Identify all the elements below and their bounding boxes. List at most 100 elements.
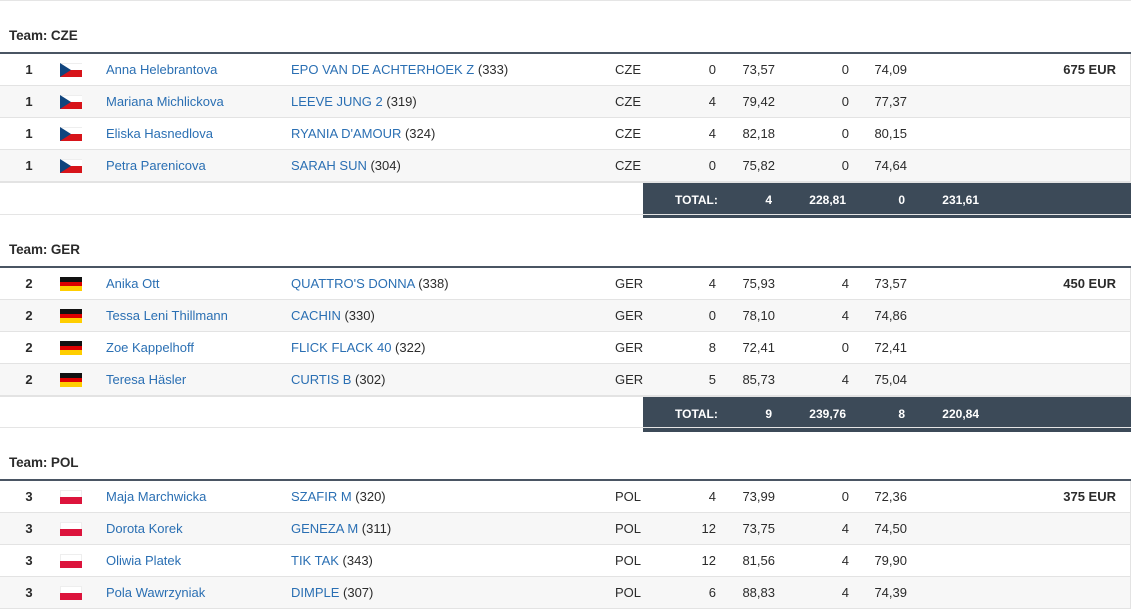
rider-link[interactable]: Oliwia Platek	[106, 553, 182, 568]
nation: POL	[615, 521, 642, 536]
rider-link[interactable]: Mariana Michlickova	[106, 94, 224, 109]
horse-link[interactable]: FLICK FLACK 40	[291, 340, 392, 355]
round1-penalties: 4	[708, 489, 716, 504]
rider-link[interactable]: Petra Parenicova	[106, 158, 206, 173]
horse-link[interactable]: LEEVE JUNG 2	[291, 94, 383, 109]
team-section-ger: Team: GER 2 Anika Ott QUATTRO'S DONNA (3…	[0, 214, 1131, 432]
round1-time: 78,10	[742, 308, 775, 323]
total-round2-penalties: 0	[898, 193, 905, 207]
total-round2-time: 220,84	[942, 407, 979, 421]
round2-time: 77,37	[874, 94, 907, 109]
nation: GER	[615, 308, 644, 323]
flag-poland-icon	[60, 522, 82, 536]
round2-time: 79,90	[874, 553, 907, 568]
rank: 3	[25, 553, 33, 568]
nation: GER	[615, 340, 644, 355]
total-round1-time: 228,81	[809, 193, 846, 207]
round2-penalties: 0	[841, 126, 849, 141]
rider-link[interactable]: Eliska Hasnedlova	[106, 126, 213, 141]
horse-number: (302)	[351, 372, 386, 387]
rank: 3	[25, 489, 33, 504]
flag-czech-republic-icon	[60, 127, 82, 141]
rider-link[interactable]: Anna Helebrantova	[106, 62, 218, 77]
round2-time: 73,57	[874, 276, 907, 291]
rank: 1	[25, 62, 33, 77]
round2-time: 80,15	[874, 126, 907, 141]
horse-cell: FLICK FLACK 40 (322)	[291, 332, 425, 363]
horse-number: (311)	[358, 521, 392, 536]
round1-penalties: 6	[708, 585, 716, 600]
flag-czech-republic-icon	[60, 95, 82, 109]
round2-penalties: 0	[841, 340, 849, 355]
table-row: 2 Teresa Häsler CURTIS B (302) GER 5 85,…	[0, 364, 1131, 396]
round1-penalties: 4	[708, 276, 716, 291]
round2-penalties: 4	[841, 372, 849, 387]
team-total-box: TOTAL: 9 239,76 8 220,84	[643, 397, 1131, 432]
rider-link[interactable]: Dorota Korek	[106, 521, 183, 536]
table-row: 3 Pola Wawrzyniak DIMPLE (307) POL 6 88,…	[0, 577, 1131, 609]
nation: POL	[615, 553, 642, 568]
horse-link[interactable]: CURTIS B	[291, 372, 352, 387]
horse-link[interactable]: CACHIN	[291, 308, 341, 323]
round2-penalties: 4	[841, 553, 849, 568]
rider-link[interactable]: Teresa Häsler	[106, 372, 187, 387]
rank: 2	[25, 308, 33, 323]
rank: 3	[25, 585, 33, 600]
horse-cell: DIMPLE (307)	[291, 577, 373, 608]
flag-poland-icon	[60, 554, 82, 568]
horse-link[interactable]: SZAFIR M	[291, 489, 352, 504]
team-header: Team: GER	[0, 214, 1131, 268]
rider-link[interactable]: Zoe Kappelhoff	[106, 340, 194, 355]
horse-link[interactable]: RYANIA D'AMOUR	[291, 126, 402, 141]
team-rows: 1 Anna Helebrantova EPO VAN DE ACHTERHOE…	[0, 54, 1131, 182]
team-header: Team: CZE	[0, 0, 1131, 54]
horse-link[interactable]: QUATTRO'S DONNA	[291, 276, 415, 291]
round1-time: 88,83	[742, 585, 775, 600]
round2-penalties: 4	[841, 585, 849, 600]
rider-link[interactable]: Pola Wawrzyniak	[106, 585, 206, 600]
horse-link[interactable]: TIK TAK	[291, 553, 339, 568]
nation: CZE	[615, 158, 641, 173]
team-total-row: TOTAL: 9 239,76 8 220,84	[0, 396, 1131, 432]
horse-number: (319)	[382, 94, 417, 109]
team-rows: 2 Anika Ott QUATTRO'S DONNA (338) GER 4 …	[0, 268, 1131, 396]
horse-link[interactable]: SARAH SUN	[291, 158, 367, 173]
rider-link[interactable]: Tessa Leni Thillmann	[106, 308, 228, 323]
round2-penalties: 4	[841, 308, 849, 323]
flag-czech-republic-icon	[60, 159, 82, 173]
round2-penalties: 4	[841, 276, 849, 291]
total-label: TOTAL:	[675, 407, 718, 421]
rank: 2	[25, 276, 33, 291]
round2-time: 74,09	[874, 62, 907, 77]
horse-link[interactable]: GENEZA M	[291, 521, 359, 536]
horse-cell: SARAH SUN (304)	[291, 150, 401, 181]
total-round1-penalties: 9	[765, 407, 772, 421]
round1-penalties: 4	[708, 94, 716, 109]
nation: GER	[615, 372, 644, 387]
round1-penalties: 0	[708, 308, 716, 323]
rank: 2	[25, 340, 33, 355]
nation: POL	[615, 585, 642, 600]
table-row: 1 Anna Helebrantova EPO VAN DE ACHTERHOE…	[0, 54, 1131, 86]
table-row: 3 Oliwia Platek TIK TAK (343) POL 12 81,…	[0, 545, 1131, 577]
team-section-pol: Team: POL 3 Maja Marchwicka SZAFIR M (32…	[0, 427, 1131, 609]
table-row: 1 Mariana Michlickova LEEVE JUNG 2 (319)…	[0, 86, 1131, 118]
total-round2-penalties: 8	[898, 407, 905, 421]
rider-link[interactable]: Anika Ott	[106, 276, 160, 291]
flag-germany-icon	[60, 373, 82, 387]
horse-cell: TIK TAK (343)	[291, 545, 373, 576]
horse-cell: GENEZA M (311)	[291, 513, 391, 544]
horse-link[interactable]: DIMPLE	[291, 585, 340, 600]
table-row: 1 Eliska Hasnedlova RYANIA D'AMOUR (324)…	[0, 118, 1131, 150]
horse-link[interactable]: EPO VAN DE ACHTERHOEK Z	[291, 62, 475, 77]
round1-time: 81,56	[742, 553, 775, 568]
rider-link[interactable]: Maja Marchwicka	[106, 489, 207, 504]
team-title: Team: POL	[9, 455, 79, 470]
rank: 1	[25, 126, 33, 141]
team-rows: 3 Maja Marchwicka SZAFIR M (320) POL 4 7…	[0, 481, 1131, 609]
flag-germany-icon	[60, 341, 82, 355]
horse-cell: CACHIN (330)	[291, 300, 375, 331]
nation: GER	[615, 276, 644, 291]
round2-time: 72,41	[874, 340, 907, 355]
total-round1-time: 239,76	[809, 407, 846, 421]
